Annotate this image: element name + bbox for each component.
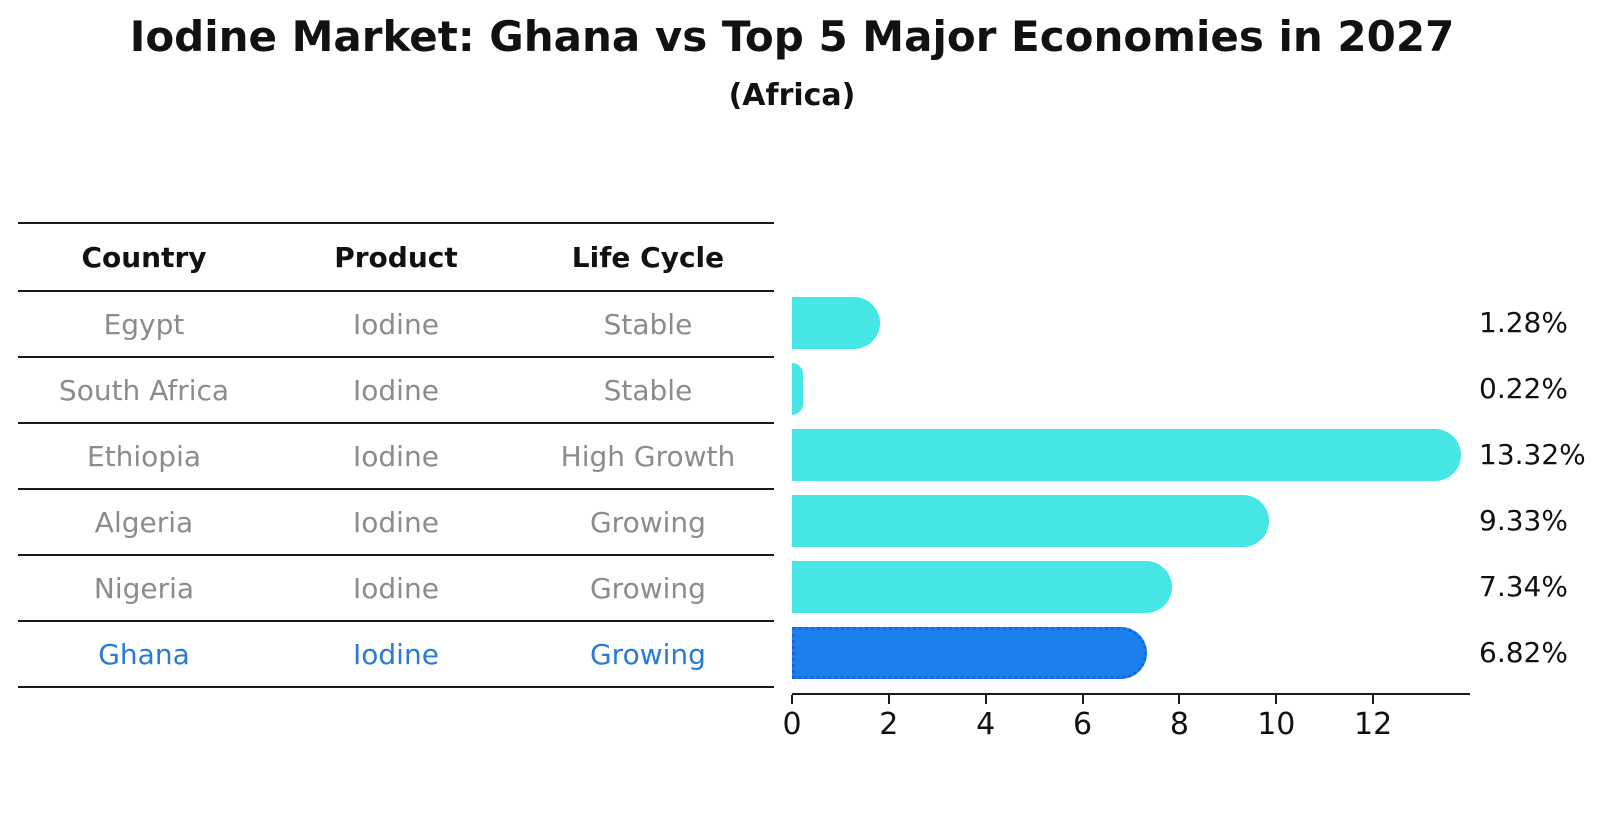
column-header-country: Country xyxy=(81,240,207,274)
bar-row-ethiopia xyxy=(792,422,1468,488)
bar-plot-area xyxy=(792,290,1468,686)
table-header-row: Country Product Life Cycle xyxy=(18,224,774,292)
table-row-south-africa: South Africa Iodine Stable xyxy=(18,358,774,424)
x-axis-line xyxy=(792,693,1470,695)
bar-ghana-highlighted xyxy=(792,627,1148,679)
chart-subtitle: (Africa) xyxy=(728,78,856,113)
bar-algeria xyxy=(792,495,1269,547)
cell-lifecycle: Growing xyxy=(589,505,706,539)
cell-product: Iodine xyxy=(353,505,439,539)
table-row-ethiopia: Ethiopia Iodine High Growth xyxy=(18,424,774,490)
x-tick-label: 0 xyxy=(782,707,802,742)
cell-country: Nigeria xyxy=(93,571,195,605)
value-labels: 1.28% 0.22% 13.32% 9.33% 7.34% 6.82% xyxy=(1479,290,1604,686)
chart-title: Iodine Market: Ghana vs Top 5 Major Econ… xyxy=(129,12,1455,61)
cell-country: South Africa xyxy=(58,373,230,407)
cell-lifecycle: Growing xyxy=(589,571,706,605)
x-tick-mark xyxy=(887,695,890,704)
x-tick-label: 4 xyxy=(976,707,996,742)
column-header-lifecycle: Life Cycle xyxy=(571,240,725,274)
cell-country: Ethiopia xyxy=(86,439,202,473)
bar-ethiopia xyxy=(792,429,1462,481)
bar-row-ghana xyxy=(792,620,1468,686)
cell-product: Iodine xyxy=(353,439,439,473)
x-tick-mark xyxy=(1275,695,1278,704)
cell-lifecycle: Growing xyxy=(589,637,706,671)
x-tick-mark xyxy=(1372,695,1375,704)
cell-product: Iodine xyxy=(353,373,439,407)
x-tick-mark xyxy=(1178,695,1181,704)
bar-egypt xyxy=(792,297,880,349)
cell-country: Egypt xyxy=(103,307,185,341)
cell-lifecycle: Stable xyxy=(603,373,693,407)
value-label-algeria: 9.33% xyxy=(1479,504,1568,537)
table-row-nigeria: Nigeria Iodine Growing xyxy=(18,556,774,622)
x-tick-label: 8 xyxy=(1169,707,1189,742)
cell-country: Algeria xyxy=(94,505,194,539)
x-axis: 0 2 4 6 8 10 12 xyxy=(782,693,1470,753)
cell-lifecycle: Stable xyxy=(603,307,693,341)
cell-country: Ghana xyxy=(98,637,190,671)
country-info-table: Country Product Life Cycle Egypt Iodine … xyxy=(18,222,774,688)
table-row-algeria: Algeria Iodine Growing xyxy=(18,490,774,556)
x-tick-mark xyxy=(984,695,987,704)
column-header-product: Product xyxy=(334,240,458,274)
cell-lifecycle: High Growth xyxy=(560,439,736,473)
cell-product: Iodine xyxy=(353,307,439,341)
cell-product: Iodine xyxy=(353,637,439,671)
value-label-south-africa: 0.22% xyxy=(1479,372,1568,405)
cell-product: Iodine xyxy=(353,571,439,605)
x-tick-mark xyxy=(791,695,793,704)
bar-row-nigeria xyxy=(792,554,1468,620)
x-tick-label: 12 xyxy=(1354,707,1393,742)
x-tick-label: 6 xyxy=(1073,707,1093,742)
x-tick-label: 10 xyxy=(1257,707,1296,742)
bar-nigeria xyxy=(792,561,1173,613)
value-label-ghana: 6.82% xyxy=(1479,636,1568,669)
value-label-nigeria: 7.34% xyxy=(1479,570,1568,603)
bar-row-algeria xyxy=(792,488,1468,554)
table-row-ghana: Ghana Iodine Growing xyxy=(18,622,774,688)
value-label-egypt: 1.28% xyxy=(1479,306,1568,339)
value-label-ethiopia: 13.32% xyxy=(1479,438,1586,471)
bar-row-south-africa xyxy=(792,356,1468,422)
bar-south-africa xyxy=(792,363,803,415)
x-tick-mark xyxy=(1081,695,1084,704)
table-row-egypt: Egypt Iodine Stable xyxy=(18,292,774,358)
x-tick-label: 2 xyxy=(879,707,899,742)
bar-row-egypt xyxy=(792,290,1468,356)
